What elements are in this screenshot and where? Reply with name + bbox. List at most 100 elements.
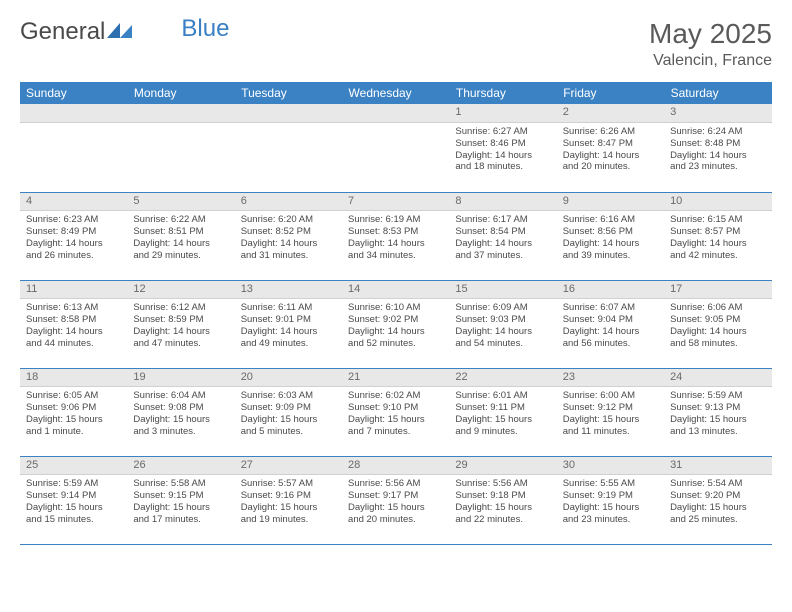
day-day2: and 17 minutes.	[133, 514, 228, 526]
day-number: 30	[557, 457, 664, 476]
day-day1: Daylight: 15 hours	[563, 502, 658, 514]
day-day1: Daylight: 14 hours	[455, 150, 550, 162]
day-number: 3	[664, 104, 771, 123]
calendar-cell: 12Sunrise: 6:12 AMSunset: 8:59 PMDayligh…	[127, 280, 234, 368]
day-day1: Daylight: 14 hours	[26, 326, 121, 338]
month-title: May 2025	[649, 18, 772, 50]
day-number: 5	[127, 193, 234, 212]
day-sunset: Sunset: 9:16 PM	[241, 490, 336, 502]
day-sunset: Sunset: 9:20 PM	[670, 490, 765, 502]
weekday-header: Thursday	[449, 82, 556, 104]
calendar-row: 11Sunrise: 6:13 AMSunset: 8:58 PMDayligh…	[20, 280, 772, 368]
calendar-cell	[342, 104, 449, 192]
day-body: Sunrise: 6:24 AMSunset: 8:48 PMDaylight:…	[664, 123, 771, 178]
day-body: Sunrise: 5:54 AMSunset: 9:20 PMDaylight:…	[664, 475, 771, 530]
calendar-cell: 18Sunrise: 6:05 AMSunset: 9:06 PMDayligh…	[20, 368, 127, 456]
day-sunrise: Sunrise: 6:05 AM	[26, 390, 121, 402]
day-day2: and 7 minutes.	[348, 426, 443, 438]
day-body: Sunrise: 5:59 AMSunset: 9:14 PMDaylight:…	[20, 475, 127, 530]
day-day2: and 19 minutes.	[241, 514, 336, 526]
day-sunset: Sunset: 9:05 PM	[670, 314, 765, 326]
day-body: Sunrise: 6:11 AMSunset: 9:01 PMDaylight:…	[235, 299, 342, 354]
day-sunrise: Sunrise: 6:23 AM	[26, 214, 121, 226]
day-day2: and 58 minutes.	[670, 338, 765, 350]
day-number: 11	[20, 281, 127, 300]
day-number: 8	[449, 193, 556, 212]
day-number: 4	[20, 193, 127, 212]
day-day2: and 39 minutes.	[563, 250, 658, 262]
day-number: 7	[342, 193, 449, 212]
day-day2: and 47 minutes.	[133, 338, 228, 350]
day-day2: and 31 minutes.	[241, 250, 336, 262]
day-sunset: Sunset: 8:53 PM	[348, 226, 443, 238]
day-body: Sunrise: 6:03 AMSunset: 9:09 PMDaylight:…	[235, 387, 342, 442]
day-day1: Daylight: 14 hours	[133, 238, 228, 250]
day-sunset: Sunset: 8:52 PM	[241, 226, 336, 238]
calendar-cell: 19Sunrise: 6:04 AMSunset: 9:08 PMDayligh…	[127, 368, 234, 456]
weekday-header: Wednesday	[342, 82, 449, 104]
calendar-cell: 27Sunrise: 5:57 AMSunset: 9:16 PMDayligh…	[235, 456, 342, 544]
day-day1: Daylight: 14 hours	[455, 326, 550, 338]
calendar-cell: 14Sunrise: 6:10 AMSunset: 9:02 PMDayligh…	[342, 280, 449, 368]
day-body: Sunrise: 6:00 AMSunset: 9:12 PMDaylight:…	[557, 387, 664, 442]
weekday-row: Sunday Monday Tuesday Wednesday Thursday…	[20, 82, 772, 104]
calendar-cell: 24Sunrise: 5:59 AMSunset: 9:13 PMDayligh…	[664, 368, 771, 456]
calendar-body: 1Sunrise: 6:27 AMSunset: 8:46 PMDaylight…	[20, 104, 772, 544]
day-day1: Daylight: 15 hours	[455, 502, 550, 514]
day-sunrise: Sunrise: 6:01 AM	[455, 390, 550, 402]
day-day1: Daylight: 15 hours	[563, 414, 658, 426]
day-day2: and 11 minutes.	[563, 426, 658, 438]
day-sunrise: Sunrise: 5:57 AM	[241, 478, 336, 490]
day-day1: Daylight: 14 hours	[241, 326, 336, 338]
title-block: May 2025 Valencin, France	[649, 18, 772, 70]
calendar-cell: 28Sunrise: 5:56 AMSunset: 9:17 PMDayligh…	[342, 456, 449, 544]
day-sunrise: Sunrise: 6:17 AM	[455, 214, 550, 226]
calendar-cell: 3Sunrise: 6:24 AMSunset: 8:48 PMDaylight…	[664, 104, 771, 192]
day-sunrise: Sunrise: 6:19 AM	[348, 214, 443, 226]
day-sunrise: Sunrise: 6:24 AM	[670, 126, 765, 138]
day-number: 17	[664, 281, 771, 300]
day-day1: Daylight: 14 hours	[26, 238, 121, 250]
day-sunrise: Sunrise: 6:02 AM	[348, 390, 443, 402]
day-day1: Daylight: 15 hours	[133, 502, 228, 514]
calendar-cell: 6Sunrise: 6:20 AMSunset: 8:52 PMDaylight…	[235, 192, 342, 280]
calendar-cell	[20, 104, 127, 192]
calendar-cell: 1Sunrise: 6:27 AMSunset: 8:46 PMDaylight…	[449, 104, 556, 192]
day-number: 24	[664, 369, 771, 388]
day-day2: and 20 minutes.	[348, 514, 443, 526]
day-sunset: Sunset: 9:13 PM	[670, 402, 765, 414]
day-day2: and 29 minutes.	[133, 250, 228, 262]
day-sunset: Sunset: 8:48 PM	[670, 138, 765, 150]
calendar-cell: 16Sunrise: 6:07 AMSunset: 9:04 PMDayligh…	[557, 280, 664, 368]
day-number-empty	[235, 104, 342, 123]
day-sunrise: Sunrise: 5:59 AM	[26, 478, 121, 490]
day-day2: and 22 minutes.	[455, 514, 550, 526]
day-number: 9	[557, 193, 664, 212]
day-number: 25	[20, 457, 127, 476]
day-body: Sunrise: 5:59 AMSunset: 9:13 PMDaylight:…	[664, 387, 771, 442]
day-number: 31	[664, 457, 771, 476]
day-number: 20	[235, 369, 342, 388]
day-day2: and 23 minutes.	[563, 514, 658, 526]
day-day1: Daylight: 14 hours	[563, 238, 658, 250]
day-day1: Daylight: 15 hours	[455, 414, 550, 426]
day-sunset: Sunset: 9:08 PM	[133, 402, 228, 414]
day-day2: and 23 minutes.	[670, 161, 765, 173]
day-sunset: Sunset: 9:12 PM	[563, 402, 658, 414]
day-sunset: Sunset: 8:59 PM	[133, 314, 228, 326]
day-body: Sunrise: 6:01 AMSunset: 9:11 PMDaylight:…	[449, 387, 556, 442]
calendar-row: 18Sunrise: 6:05 AMSunset: 9:06 PMDayligh…	[20, 368, 772, 456]
day-number-empty	[20, 104, 127, 123]
day-body: Sunrise: 5:57 AMSunset: 9:16 PMDaylight:…	[235, 475, 342, 530]
calendar-cell: 31Sunrise: 5:54 AMSunset: 9:20 PMDayligh…	[664, 456, 771, 544]
day-body: Sunrise: 5:58 AMSunset: 9:15 PMDaylight:…	[127, 475, 234, 530]
calendar-cell: 5Sunrise: 6:22 AMSunset: 8:51 PMDaylight…	[127, 192, 234, 280]
day-number: 1	[449, 104, 556, 123]
day-day1: Daylight: 14 hours	[241, 238, 336, 250]
day-day1: Daylight: 15 hours	[133, 414, 228, 426]
day-sunrise: Sunrise: 6:07 AM	[563, 302, 658, 314]
day-sunset: Sunset: 9:17 PM	[348, 490, 443, 502]
calendar-table: Sunday Monday Tuesday Wednesday Thursday…	[20, 82, 772, 545]
calendar-row: 25Sunrise: 5:59 AMSunset: 9:14 PMDayligh…	[20, 456, 772, 544]
day-sunrise: Sunrise: 5:56 AM	[455, 478, 550, 490]
